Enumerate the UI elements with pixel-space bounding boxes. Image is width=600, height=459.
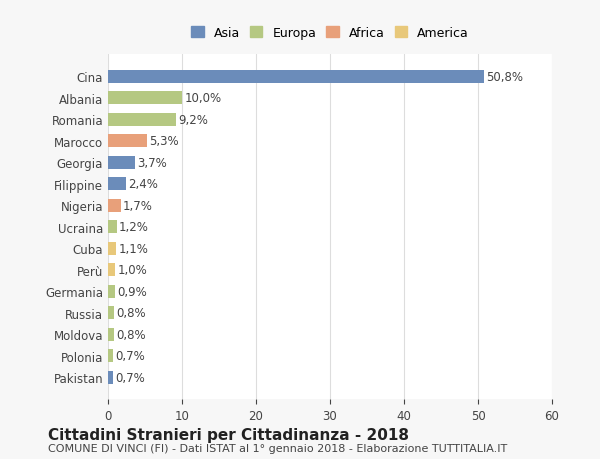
Bar [108, 242, 116, 255]
Bar [108, 328, 114, 341]
Bar [108, 135, 147, 148]
Bar [108, 178, 126, 191]
Bar [108, 92, 182, 105]
Text: 2,4%: 2,4% [128, 178, 158, 191]
Text: COMUNE DI VINCI (FI) - Dati ISTAT al 1° gennaio 2018 - Elaborazione TUTTITALIA.I: COMUNE DI VINCI (FI) - Dati ISTAT al 1° … [48, 443, 507, 453]
Bar [108, 285, 115, 298]
Text: 0,9%: 0,9% [117, 285, 146, 298]
Text: Cittadini Stranieri per Cittadinanza - 2018: Cittadini Stranieri per Cittadinanza - 2… [48, 427, 409, 442]
Legend: Asia, Europa, Africa, America: Asia, Europa, Africa, America [191, 27, 469, 40]
Text: 1,0%: 1,0% [118, 263, 148, 277]
Text: 1,2%: 1,2% [119, 221, 149, 234]
Text: 0,7%: 0,7% [115, 349, 145, 362]
Text: 50,8%: 50,8% [486, 71, 523, 84]
Bar [108, 349, 113, 362]
Text: 5,3%: 5,3% [149, 135, 179, 148]
Bar [108, 371, 113, 384]
Text: 10,0%: 10,0% [184, 92, 221, 105]
Bar [108, 263, 115, 276]
Bar [108, 113, 176, 127]
Bar [108, 199, 121, 212]
Bar [108, 157, 136, 169]
Bar [108, 71, 484, 84]
Text: 3,7%: 3,7% [137, 157, 167, 169]
Text: 1,1%: 1,1% [118, 242, 148, 255]
Bar [108, 221, 117, 234]
Bar [108, 307, 114, 319]
Text: 0,8%: 0,8% [116, 328, 146, 341]
Text: 1,7%: 1,7% [123, 199, 152, 212]
Text: 0,7%: 0,7% [115, 371, 145, 384]
Text: 0,8%: 0,8% [116, 307, 146, 319]
Text: 9,2%: 9,2% [178, 113, 208, 127]
